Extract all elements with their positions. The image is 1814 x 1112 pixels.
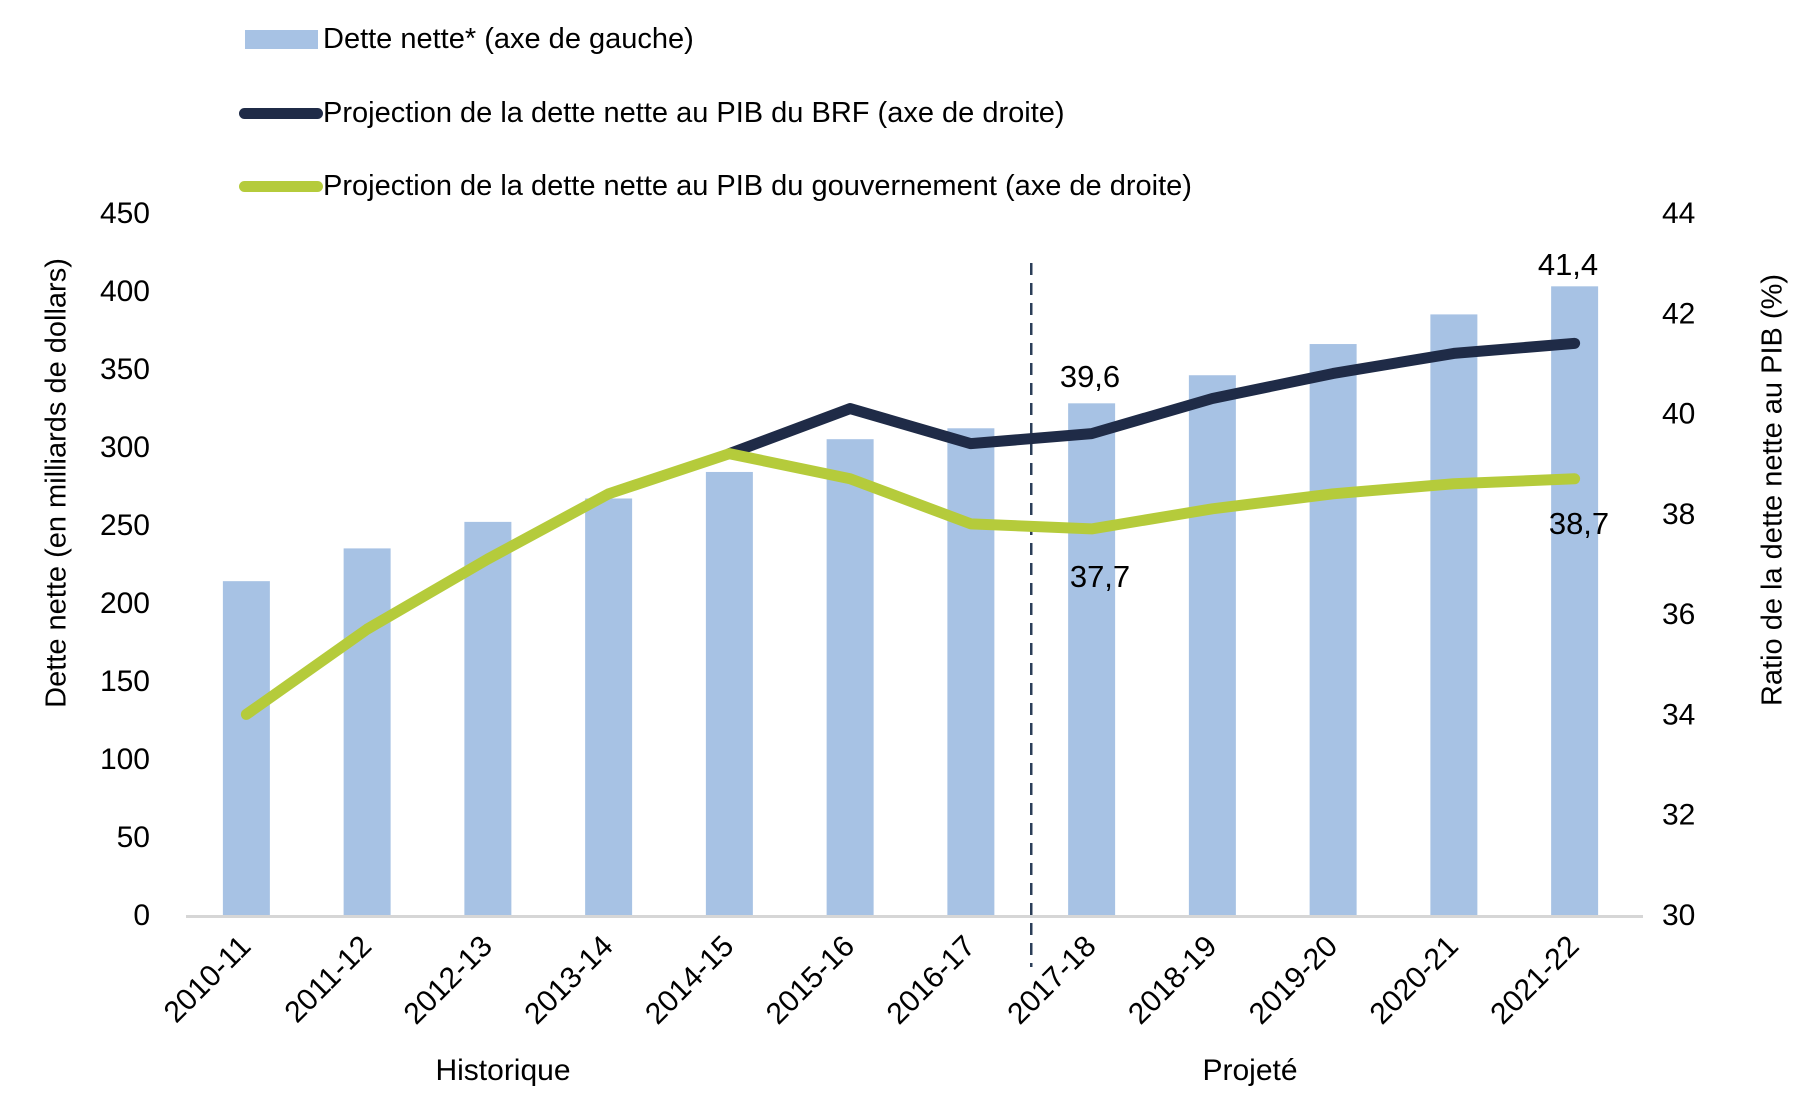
section-label-projete: Projeté: [1202, 1054, 1298, 1087]
x-axis-label-2018-19: 2018-19: [1122, 930, 1223, 1031]
bar-2018-19: [1188, 375, 1236, 915]
x-axis-label-2013-14: 2013-14: [518, 930, 619, 1031]
x-axis-label-2017-18: 2017-18: [1001, 930, 1102, 1031]
x-axis-label-2012-13: 2012-13: [398, 930, 499, 1031]
right-axis-tick-42: 42: [1662, 297, 1695, 330]
bar-2021-22: [1551, 286, 1599, 915]
bar-2013-14: [585, 498, 633, 915]
x-axis-label-2021-22: 2021-22: [1484, 930, 1585, 1031]
bar-2014-15: [705, 471, 753, 915]
brf-line-swatch-icon: [239, 108, 323, 119]
bar-swatch-icon: [245, 30, 318, 49]
annotation-brf-2017-18: 39,6: [1059, 359, 1121, 394]
left-axis-tick-450: 450: [100, 197, 150, 230]
annotation-brf-2021-22: 41,4: [1537, 247, 1599, 282]
left-axis-tick-200: 200: [100, 587, 150, 620]
x-axis-label-2011-12: 2011-12: [278, 930, 378, 1030]
gouvernement-line-swatch-icon: [239, 181, 323, 192]
bar-2020-21: [1430, 314, 1478, 915]
annotation-gouvernement-2021-22: 38,7: [1548, 506, 1610, 541]
annotation-gouvernement-2017-18: 37,7: [1069, 559, 1131, 594]
left-axis-tick-250: 250: [100, 509, 150, 542]
legend-label-gouvernement: Projection de la dette nette au PIB du g…: [323, 170, 1192, 202]
bar-2019-20: [1309, 344, 1357, 915]
legend-label-dette-nette: Dette nette* (axe de gauche): [323, 23, 694, 55]
right-axis-tick-36: 36: [1662, 598, 1695, 631]
brf-line: [723, 337, 1581, 460]
bar-2010-11: [222, 581, 270, 915]
legend-item-brf: Projection de la dette nette au PIB du B…: [239, 99, 1065, 128]
bar-2017-18: [1068, 403, 1116, 915]
left-axis-tick-300: 300: [100, 431, 150, 464]
bar-2016-17: [947, 428, 995, 915]
section-label-historique: Historique: [435, 1054, 571, 1087]
left-axis-tick-50: 50: [117, 821, 150, 854]
x-axis-label-2010-11: 2010-11: [158, 930, 258, 1030]
left-axis-tick-150: 150: [100, 665, 150, 698]
right-axis-tick-34: 34: [1662, 698, 1695, 731]
left-axis-tick-350: 350: [100, 353, 150, 386]
x-axis-label-2016-17: 2016-17: [881, 930, 982, 1031]
bar-2011-12: [343, 548, 391, 915]
left-axis-tick-0: 0: [133, 899, 150, 932]
left-axis-tick-100: 100: [100, 743, 150, 776]
legend-item-gouvernement: Projection de la dette nette au PIB du g…: [239, 172, 1192, 201]
right-axis-tick-38: 38: [1662, 498, 1695, 531]
x-axis-label-2020-21: 2020-21: [1364, 930, 1465, 1031]
x-axis-label-2014-15: 2014-15: [639, 930, 740, 1031]
right-axis-tick-32: 32: [1662, 799, 1695, 832]
right-axis-tick-30: 30: [1662, 899, 1695, 932]
x-axis-label-2015-16: 2015-16: [760, 930, 861, 1031]
right-axis-tick-40: 40: [1662, 398, 1695, 431]
gouvernement-line: [240, 448, 1581, 720]
x-axis-label-2019-20: 2019-20: [1243, 930, 1344, 1031]
right-axis-tick-44: 44: [1662, 197, 1695, 230]
left-axis-tick-400: 400: [100, 275, 150, 308]
bar-2015-16: [826, 439, 874, 915]
legend-label-brf: Projection de la dette nette au PIB du B…: [323, 97, 1065, 129]
bar-2012-13: [464, 521, 512, 915]
legend-item-dette-nette: Dette nette* (axe de gauche): [239, 25, 694, 54]
